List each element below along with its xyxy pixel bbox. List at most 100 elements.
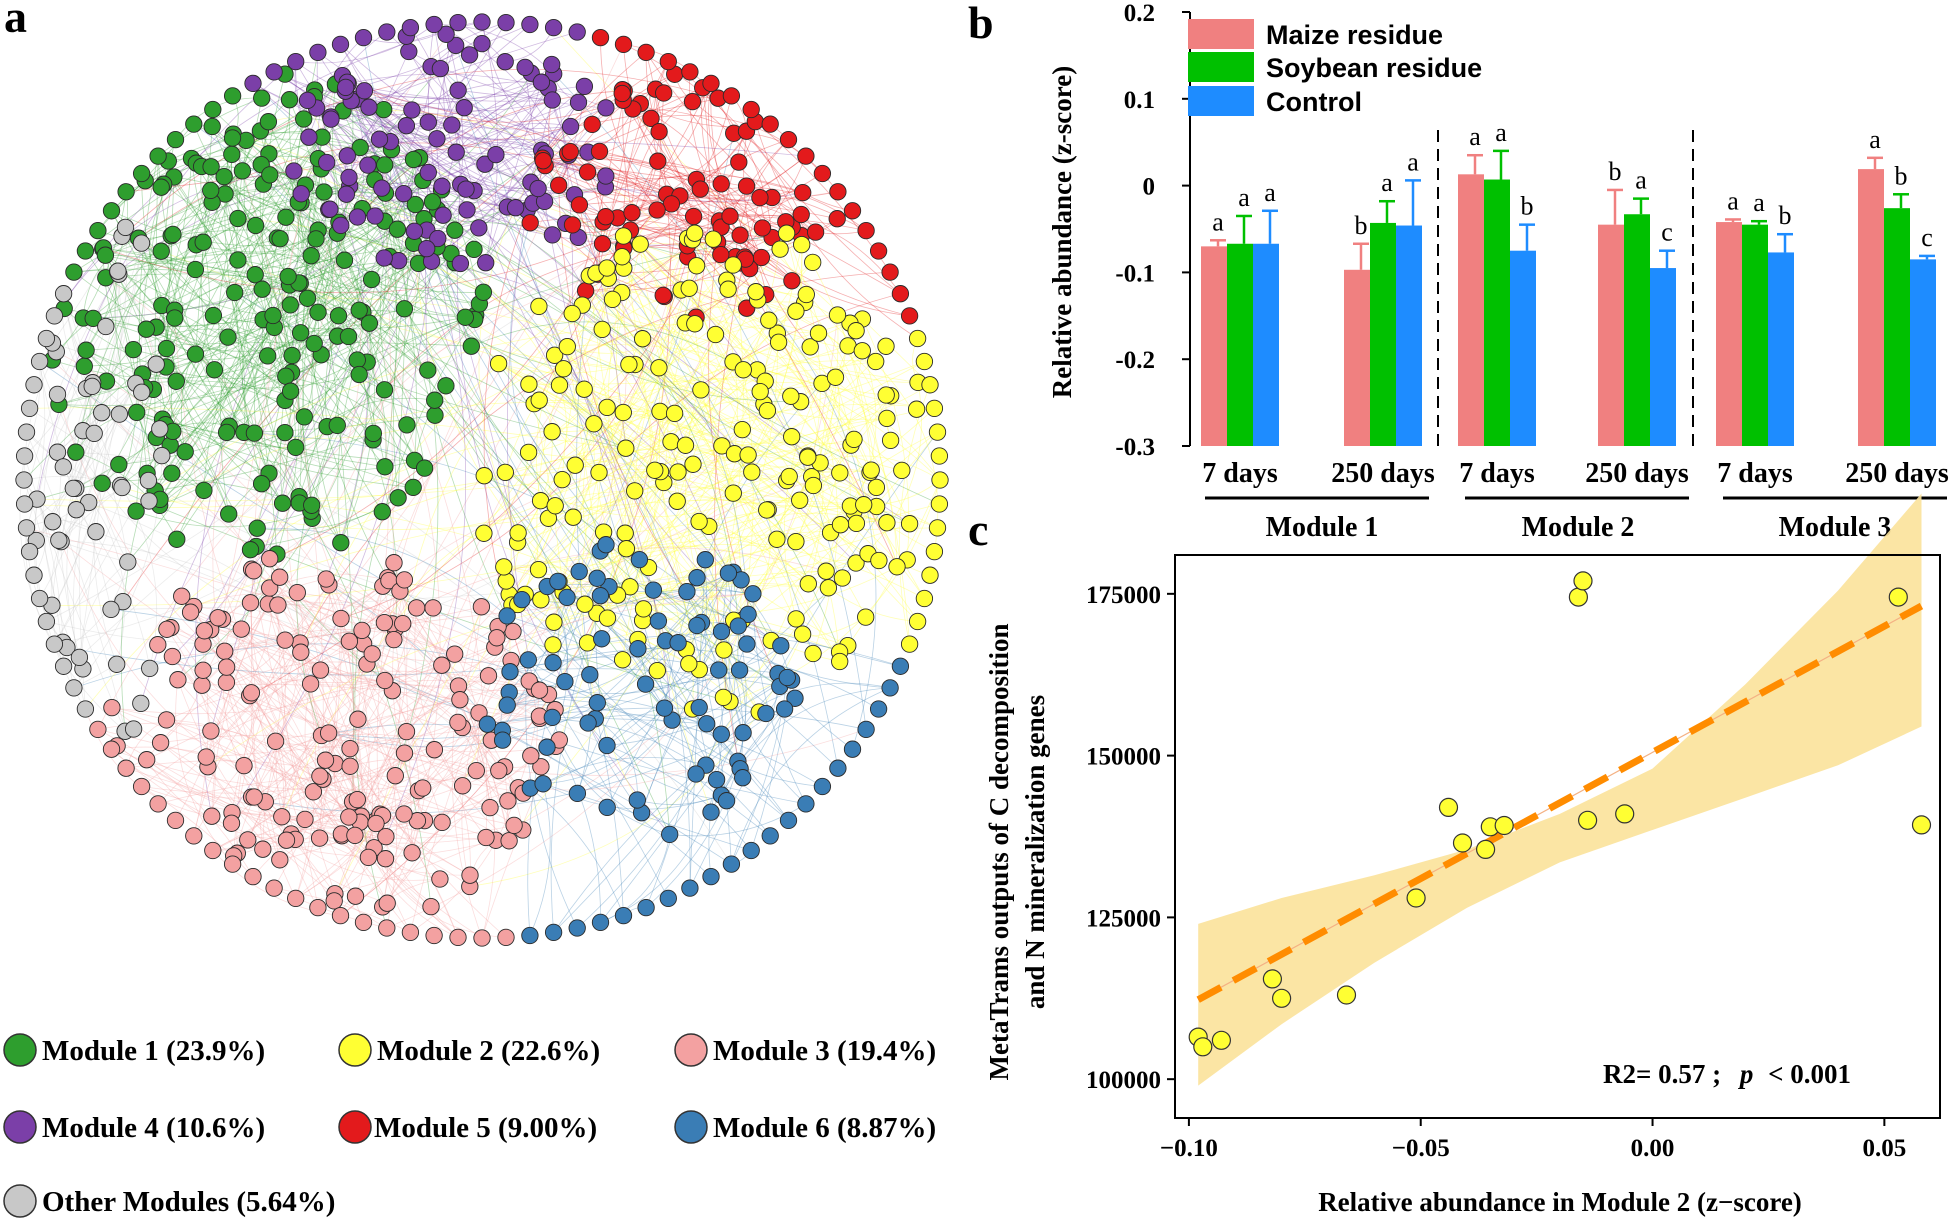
network-node-module-2 — [564, 508, 582, 526]
legend-label-control: Control — [1266, 87, 1362, 117]
network-node-module-6 — [544, 654, 562, 672]
network-node-other — [30, 352, 49, 371]
network-node-module-4 — [287, 52, 305, 71]
network-node-module-2 — [928, 423, 947, 441]
network-edge — [75, 242, 142, 489]
stats-p-symbol: p — [1738, 1059, 1754, 1089]
network-edge — [622, 412, 752, 473]
network-node-module-6 — [702, 867, 720, 886]
network-node-module-5 — [623, 204, 641, 222]
network-edge — [382, 739, 492, 816]
network-node-module-1 — [202, 158, 220, 176]
bar-y-axis-title: Relative abundance (z-score) — [1047, 66, 1077, 398]
network-node-module-3 — [276, 631, 294, 649]
network-node-module-4 — [544, 18, 563, 37]
network-edge — [39, 361, 350, 642]
network-edge — [202, 628, 455, 671]
network-node-module-6 — [779, 811, 798, 830]
network-node-module-2 — [563, 304, 581, 323]
network-node-module-5 — [637, 43, 655, 62]
network-edge — [234, 292, 278, 555]
network-node-module-2 — [831, 464, 849, 482]
network-node-module-6 — [598, 736, 616, 755]
scatter-stats: R2= 0.57 ; p < 0.001 — [1603, 1059, 1851, 1089]
network-edge — [368, 106, 539, 190]
network-node-module-4 — [431, 59, 450, 78]
network-node-module-2 — [768, 530, 786, 548]
network-edge — [349, 748, 459, 938]
network-edge — [746, 130, 901, 295]
network-node-module-6 — [661, 825, 679, 844]
network-edge — [165, 424, 283, 504]
network-edge — [558, 545, 809, 585]
network-node-module-3 — [239, 831, 257, 849]
network-node-module-1 — [152, 242, 170, 260]
network-node-module-1 — [339, 327, 358, 346]
network-node-other — [141, 659, 159, 678]
network-node-module-1 — [167, 372, 185, 390]
network-node-module-1 — [303, 496, 321, 514]
network-node-module-4 — [419, 113, 437, 131]
network-node-module-6 — [549, 572, 567, 591]
network-node-module-2 — [546, 497, 564, 515]
network-node-module-6 — [688, 616, 706, 635]
network-node-module-1 — [273, 494, 292, 512]
network-node-other — [109, 262, 127, 280]
network-node-module-6 — [722, 855, 741, 873]
significance-letter: a — [1407, 147, 1419, 176]
network-node-module-4 — [543, 91, 561, 109]
network-edge — [25, 527, 55, 645]
network-node-module-1 — [176, 443, 194, 461]
network-node-module-5 — [613, 84, 631, 103]
network-node-module-6 — [630, 550, 649, 569]
network-node-module-6 — [598, 798, 616, 817]
network-node-module-4 — [434, 206, 452, 224]
network-edge — [543, 707, 665, 785]
legend-swatch-module-2 — [338, 1033, 372, 1067]
network-edge — [336, 233, 375, 543]
network-legend: Module 1 (23.9%) Module 2 (22.6%) Module… — [3, 1033, 936, 1218]
network-edge — [54, 170, 294, 317]
network-graph — [15, 13, 949, 947]
network-node-module-6 — [881, 679, 899, 697]
network-edge — [86, 388, 162, 456]
network-edge — [461, 727, 515, 826]
network-edge — [348, 81, 542, 178]
network-edge — [300, 652, 358, 800]
network-node-module-4 — [443, 116, 461, 134]
network-node-module-3 — [173, 587, 191, 605]
scatter-point — [1475, 839, 1496, 860]
network-node-module-2 — [590, 463, 608, 482]
network-node-module-3 — [385, 630, 403, 649]
network-node-module-5 — [722, 87, 741, 105]
network-node-module-2 — [777, 224, 796, 242]
network-node-module-5 — [550, 176, 568, 194]
network-edge — [356, 98, 533, 204]
network-edge — [165, 424, 414, 488]
network-edge — [457, 90, 803, 202]
network-edge — [602, 220, 720, 245]
network-node-module-3 — [394, 614, 412, 633]
significance-letter: b — [1895, 161, 1908, 190]
network-node-module-2 — [853, 342, 871, 360]
network-edge — [275, 642, 319, 908]
network-node-module-6 — [730, 661, 749, 679]
network-node-module-3 — [296, 810, 314, 829]
network-node-module-6 — [712, 725, 730, 743]
svg-text:R2= 0.57 ; p <: R2= 0.57 ; p < 0.001 — [1603, 1059, 1851, 1089]
network-node-module-6 — [581, 666, 599, 684]
network-edge — [249, 216, 731, 696]
network-edge — [384, 680, 806, 805]
network-edge — [384, 241, 718, 391]
scatter-point — [1438, 797, 1459, 818]
network-edge — [696, 265, 812, 478]
legend-label-module-6: Module 6 (8.87%) — [713, 1112, 936, 1144]
network-edge — [757, 369, 941, 481]
network-node-module-6 — [742, 841, 760, 860]
network-edge — [733, 643, 748, 733]
bar-soybean — [1227, 243, 1253, 446]
legend-item-module-4: Module 4 (10.6%) — [3, 1110, 265, 1144]
network-node-module-4 — [321, 200, 339, 218]
network-edge — [348, 83, 553, 102]
network-node-module-6 — [579, 714, 597, 732]
